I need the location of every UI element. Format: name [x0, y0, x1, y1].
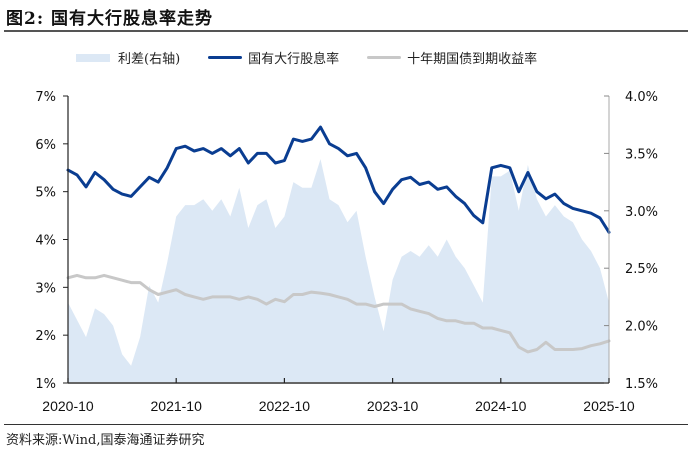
- chart-legend: 利差(右轴) 国有大行股息率 十年期国债到期收益率: [76, 48, 565, 67]
- dividend-yield-line-series: [66, 125, 611, 234]
- svg-text:1.5%: 1.5%: [625, 377, 658, 392]
- legend-item-spread: 利差(右轴): [76, 48, 180, 67]
- legend-area-swatch-icon: [76, 53, 110, 62]
- legend-line-swatch-icon: [367, 56, 402, 59]
- svg-text:4%: 4%: [35, 234, 56, 249]
- legend-label-spread: 利差(右轴): [118, 52, 181, 67]
- svg-text:3.0%: 3.0%: [625, 205, 658, 220]
- svg-text:2023-10: 2023-10: [367, 398, 419, 414]
- svg-text:2%: 2%: [35, 329, 56, 344]
- svg-text:3.5%: 3.5%: [625, 147, 658, 162]
- legend-label-bond: 十年期国债到期收益率: [407, 52, 538, 67]
- svg-text:2024-10: 2024-10: [475, 398, 527, 414]
- source-note: 资料来源:Wind,国泰海通证券研究: [6, 433, 205, 448]
- legend-label-dividend: 国有大行股息率: [248, 52, 340, 67]
- spread-area-series: [68, 159, 609, 383]
- svg-text:2021-10: 2021-10: [151, 398, 203, 414]
- right-y-axis-labels: 4.0% 3.5% 3.0% 2.5% 2.0% 1.5%: [625, 90, 658, 392]
- left-y-axis-labels: 7% 6% 5% 4% 3% 2% 1%: [35, 90, 56, 392]
- svg-text:7%: 7%: [35, 90, 56, 105]
- legend-item-dividend: 国有大行股息率: [208, 48, 339, 67]
- svg-text:6%: 6%: [35, 138, 56, 153]
- svg-text:2022-10: 2022-10: [259, 398, 311, 414]
- figure-title: 图2: 国有大行股息率走势: [6, 9, 214, 29]
- svg-text:2.0%: 2.0%: [625, 320, 658, 335]
- svg-text:1%: 1%: [35, 377, 56, 392]
- svg-text:2020-10: 2020-10: [42, 398, 94, 414]
- source-divider: [4, 424, 688, 425]
- svg-text:5%: 5%: [35, 186, 56, 201]
- title-divider: [4, 30, 688, 32]
- svg-text:3%: 3%: [35, 281, 56, 296]
- svg-text:4.0%: 4.0%: [625, 90, 658, 105]
- legend-line-swatch-icon: [208, 56, 243, 59]
- svg-text:2025-10: 2025-10: [583, 398, 635, 414]
- chart-axes: [63, 95, 610, 384]
- bond-yield-line-series: [66, 273, 611, 354]
- x-axis-labels: 2020-10 2021-10 2022-10 2023-10 2024-10 2025-…: [42, 398, 635, 414]
- svg-text:2.5%: 2.5%: [625, 262, 658, 277]
- legend-item-bond: 十年期国债到期收益率: [367, 48, 537, 67]
